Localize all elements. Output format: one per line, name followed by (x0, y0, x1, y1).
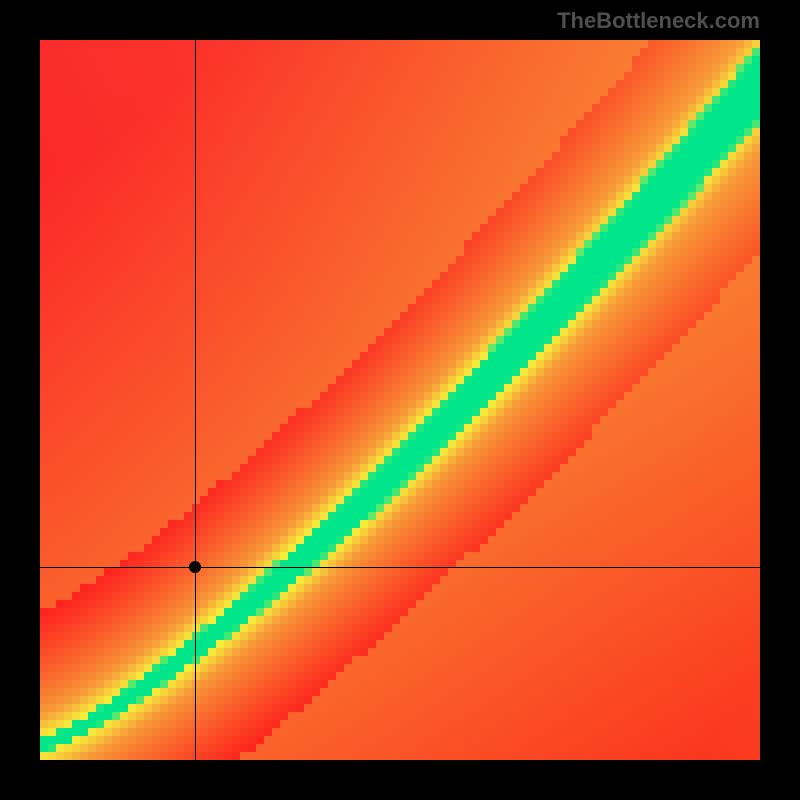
crosshair-marker (189, 561, 201, 573)
crosshair-vertical (195, 40, 196, 760)
watermark-text: TheBottleneck.com (557, 8, 760, 34)
plot-area (40, 40, 760, 760)
heatmap-canvas (40, 40, 760, 760)
crosshair-horizontal (40, 567, 760, 568)
chart-root: TheBottleneck.com (0, 0, 800, 800)
